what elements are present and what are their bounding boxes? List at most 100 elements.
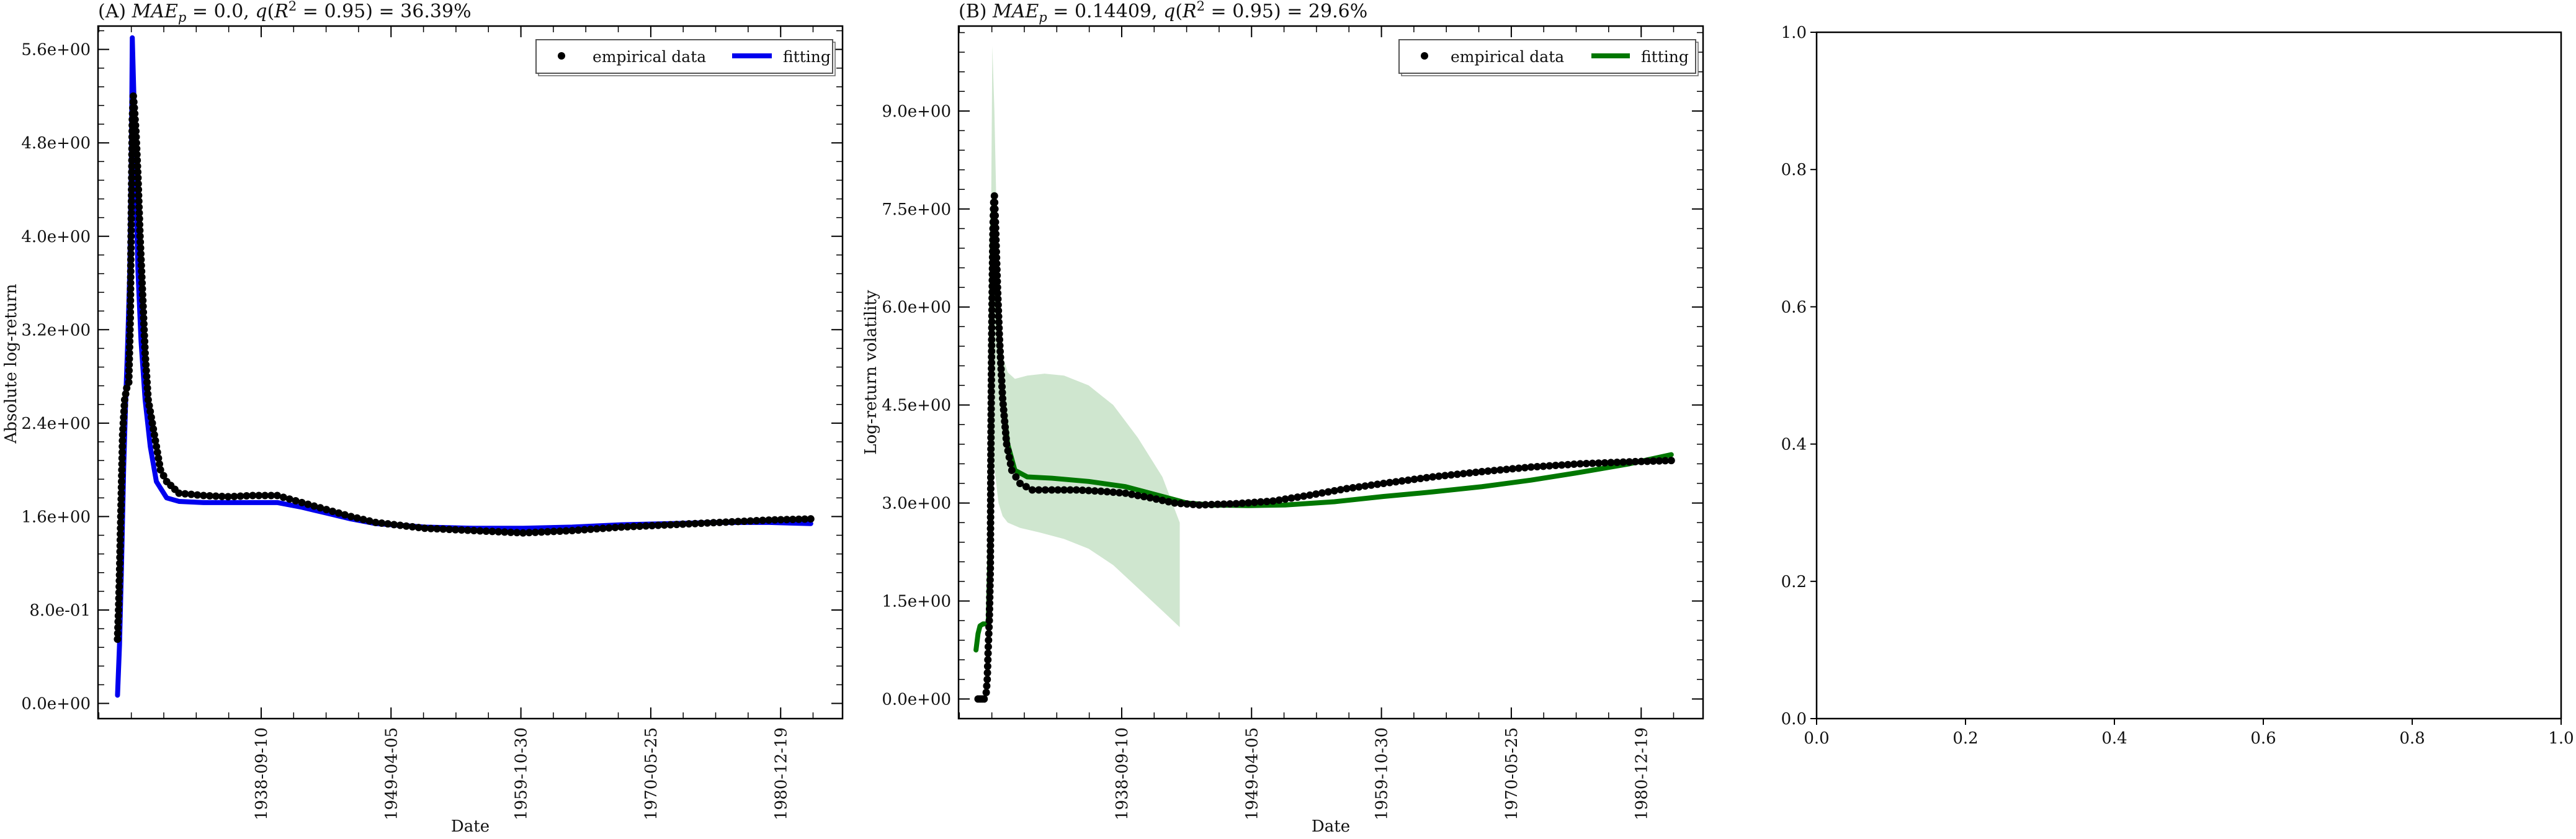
empirical-point <box>132 133 140 141</box>
empirical-point <box>995 324 1003 332</box>
empirical-point <box>148 419 156 427</box>
empirical-point <box>114 629 122 637</box>
empirical-point <box>1380 479 1388 487</box>
empirical-point <box>642 522 650 530</box>
empirical-point <box>200 491 208 500</box>
empirical-point <box>1312 490 1320 498</box>
empirical-point <box>488 527 496 536</box>
empirical-point <box>996 341 1004 349</box>
x-tick-label: 0.0 <box>1804 729 1829 748</box>
empirical-point <box>1041 486 1049 494</box>
empirical-point <box>1116 488 1124 496</box>
empirical-point <box>1028 486 1036 494</box>
empirical-point <box>285 495 293 503</box>
empirical-point <box>666 521 674 529</box>
empirical-point <box>127 244 135 252</box>
empirical-point <box>1355 483 1363 491</box>
empirical-point <box>1000 406 1008 414</box>
empirical-point <box>126 338 134 346</box>
empirical-point <box>1667 457 1675 465</box>
empirical-point <box>986 588 994 596</box>
empirical-point <box>138 279 146 287</box>
empirical-point <box>1484 467 1492 475</box>
empirical-point <box>116 536 124 544</box>
empirical-point <box>117 507 125 515</box>
empirical-point <box>1002 434 1010 442</box>
empirical-point <box>125 378 133 386</box>
empirical-point <box>1661 457 1670 465</box>
empirical-point <box>125 367 133 375</box>
empirical-point <box>273 491 281 500</box>
empirical-point <box>519 529 527 537</box>
empirical-point <box>648 522 656 530</box>
empirical-point <box>128 174 136 182</box>
empirical-point <box>1146 494 1154 502</box>
empirical-point <box>117 530 125 538</box>
empirical-point <box>1003 440 1011 448</box>
empirical-point <box>135 191 143 199</box>
empirical-point <box>1514 464 1523 472</box>
legend-b-fitting-label: fitting <box>1641 48 1689 66</box>
empirical-point <box>140 314 148 322</box>
empirical-point <box>117 513 125 521</box>
empirical-point <box>118 460 126 468</box>
empirical-point <box>993 277 1001 285</box>
empirical-point <box>983 682 991 690</box>
empirical-point <box>513 529 521 537</box>
y-tick-label: 3.2e+00 <box>21 321 91 339</box>
empirical-point <box>136 238 145 246</box>
empirical-point <box>1022 483 1030 491</box>
empirical-point <box>691 519 699 527</box>
empirical-point <box>1441 472 1449 480</box>
empirical-point <box>994 289 1002 297</box>
panel-b-frame <box>957 25 1704 720</box>
empirical-point <box>987 387 995 395</box>
empirical-point <box>1564 460 1572 469</box>
empirical-point <box>132 139 140 147</box>
empirical-point <box>982 688 990 696</box>
panel-b: (B) MAEp = 0.14409, q(R2 = 0.95) = 29.6%… <box>862 0 1704 836</box>
empirical-point <box>138 267 146 276</box>
empirical-point <box>983 662 991 670</box>
empirical-point <box>987 434 995 442</box>
empirical-point <box>117 501 125 509</box>
empirical-point <box>139 297 147 305</box>
empirical-point <box>1453 470 1461 478</box>
empirical-point <box>347 513 355 521</box>
panel-b-ylabel: Log-return volatility <box>862 290 880 455</box>
empirical-point <box>1287 494 1295 502</box>
empirical-point <box>992 236 1000 244</box>
empirical-point <box>1008 466 1016 474</box>
legend-b-empirical-marker <box>1421 52 1428 60</box>
empirical-point <box>987 393 995 402</box>
empirical-point <box>134 180 142 188</box>
empirical-point <box>142 361 150 369</box>
empirical-point <box>1152 495 1160 503</box>
empirical-point <box>150 425 158 433</box>
empirical-point <box>140 326 148 334</box>
empirical-point <box>988 294 996 302</box>
panel-b-legend: empirical data fitting <box>1398 39 1699 76</box>
y-tick-label: 0.0e+00 <box>882 690 951 709</box>
empirical-point <box>987 370 995 379</box>
empirical-point <box>125 361 133 369</box>
empirical-point <box>995 318 1003 326</box>
empirical-point <box>777 516 785 524</box>
empirical-point <box>126 314 134 322</box>
empirical-point <box>986 508 995 516</box>
empirical-point <box>116 542 124 550</box>
y-tick-label: 7.5e+00 <box>882 200 951 219</box>
confidence-band <box>990 45 1180 627</box>
empirical-point <box>115 565 123 573</box>
x-tick-label: 1938-09-10 <box>1113 727 1132 820</box>
empirical-point <box>427 524 435 532</box>
empirical-point <box>984 643 992 651</box>
panel-b-title: (B) MAEp = 0.14409, q(R2 = 0.95) = 29.6% <box>959 0 1367 25</box>
empirical-point <box>986 468 995 476</box>
empirical-point <box>127 220 135 228</box>
empirical-point <box>1035 486 1043 494</box>
empirical-point <box>525 529 533 537</box>
x-tick-label: 0.8 <box>2399 729 2425 748</box>
empirical-point <box>316 504 324 512</box>
